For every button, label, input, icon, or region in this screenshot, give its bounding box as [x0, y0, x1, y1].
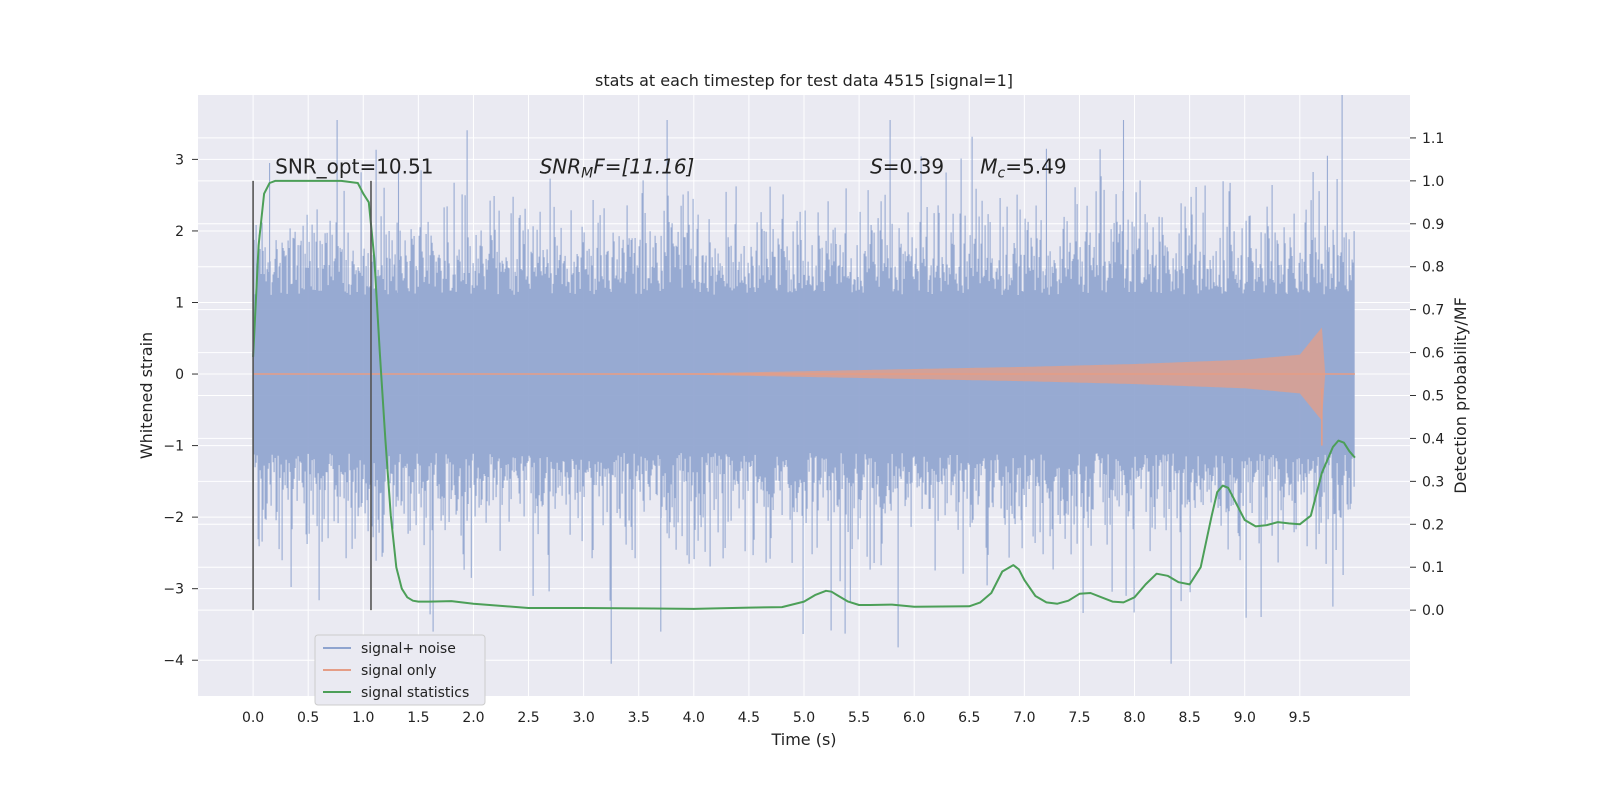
y-right-tick-label: 0.5	[1422, 389, 1444, 405]
x-tick-label: 0.5	[297, 710, 319, 726]
legend-label: signal statistics	[361, 685, 469, 701]
x-tick-label: 6.5	[958, 710, 980, 726]
y-right-tick-label: 0.6	[1422, 346, 1444, 362]
y-left-tick-label: 3	[175, 152, 184, 168]
x-tick-label: 6.0	[903, 710, 925, 726]
x-tick-label: 8.0	[1123, 710, 1145, 726]
y-right-tick-label: 0.9	[1422, 217, 1444, 233]
y-right-tick-label: 1.0	[1422, 174, 1444, 190]
annotation-snr-mf-rest: F=[11.16]	[593, 155, 694, 179]
annotation-snr-mf-sub: M	[581, 166, 593, 182]
x-tick-label: 1.5	[407, 710, 429, 726]
vertical-markers	[252, 180, 372, 611]
y-left-tick-label: −4	[163, 653, 184, 669]
annotation-s-base: S	[870, 155, 883, 179]
annotation-s: S=0.39	[870, 155, 944, 179]
y-right-tick-label: 1.1	[1422, 131, 1444, 147]
y-right-tick-label: 0.8	[1422, 260, 1444, 276]
x-tick-label: 4.0	[683, 710, 705, 726]
series-signal-statistics	[252, 179, 1356, 610]
x-tick-label: 4.5	[738, 710, 760, 726]
x-tick-label: 1.0	[352, 710, 374, 726]
y-right-tick-label: 0.3	[1422, 474, 1444, 490]
legend-box	[314, 634, 486, 706]
annotation-mc-rest: =5.49	[1005, 155, 1066, 179]
x-tick-label: 9.5	[1289, 710, 1311, 726]
x-tick-label: 5.5	[848, 710, 870, 726]
y-left-tick-label: 0	[175, 367, 184, 383]
y-right-tick-label: 0.0	[1422, 603, 1444, 619]
y-right-tick-label: 0.1	[1422, 560, 1444, 576]
x-tick-label: 0.0	[242, 710, 264, 726]
annotation-mc-sub: c	[998, 166, 1006, 182]
x-axis-label: Time (s)	[770, 730, 836, 749]
annotation-mc-base: M	[980, 155, 997, 179]
x-tick-label: 7.0	[1013, 710, 1035, 726]
annotation-s-rest: =0.39	[883, 155, 944, 179]
x-tick-label: 9.0	[1234, 710, 1256, 726]
y-left-tick-label: −2	[163, 510, 184, 526]
legend: signal+ noise signal only signal statistic…	[314, 634, 486, 706]
annotation-snr-mf: SNRMF=[11.16]	[540, 155, 695, 182]
series-layer	[252, 95, 1356, 664]
x-tick-label: 3.5	[628, 710, 650, 726]
legend-label: signal only	[361, 663, 436, 679]
y-axis-label-right: Detection probability/MF	[1451, 297, 1470, 494]
y-right-tick-label: 0.7	[1422, 303, 1444, 319]
y-left-tick-label: 1	[175, 295, 184, 311]
y-axis-label-left: Whitened strain	[137, 332, 156, 459]
x-tick-label: 8.5	[1179, 710, 1201, 726]
y-left-tick-label: −3	[163, 582, 184, 598]
annotation-mc: Mc=5.49	[980, 155, 1066, 182]
x-tick-label: 5.0	[793, 710, 815, 726]
x-tick-label: 2.5	[517, 710, 539, 726]
tick-labels: 0.0 0.5 1.0 1.5 2.0 2.5 3.0 3.5 4.0 4.5 5.0 5.5 6.0 6…	[163, 131, 1444, 726]
annotation-snr-opt: SNR_opt=10.51	[275, 155, 433, 179]
legend-label: signal+ noise	[361, 641, 456, 657]
annotation-snr-mf-base: SNR	[540, 155, 582, 179]
x-tick-label: 2.0	[462, 710, 484, 726]
x-tick-label: 3.0	[573, 710, 595, 726]
y-left-tick-label: −1	[163, 439, 184, 455]
y-left-tick-label: 2	[175, 224, 184, 240]
y-right-tick-label: 0.4	[1422, 431, 1444, 447]
y-right-tick-label: 0.2	[1422, 517, 1444, 533]
chart-title: stats at each timestep for test data 451…	[595, 71, 1013, 90]
x-tick-label: 7.5	[1068, 710, 1090, 726]
